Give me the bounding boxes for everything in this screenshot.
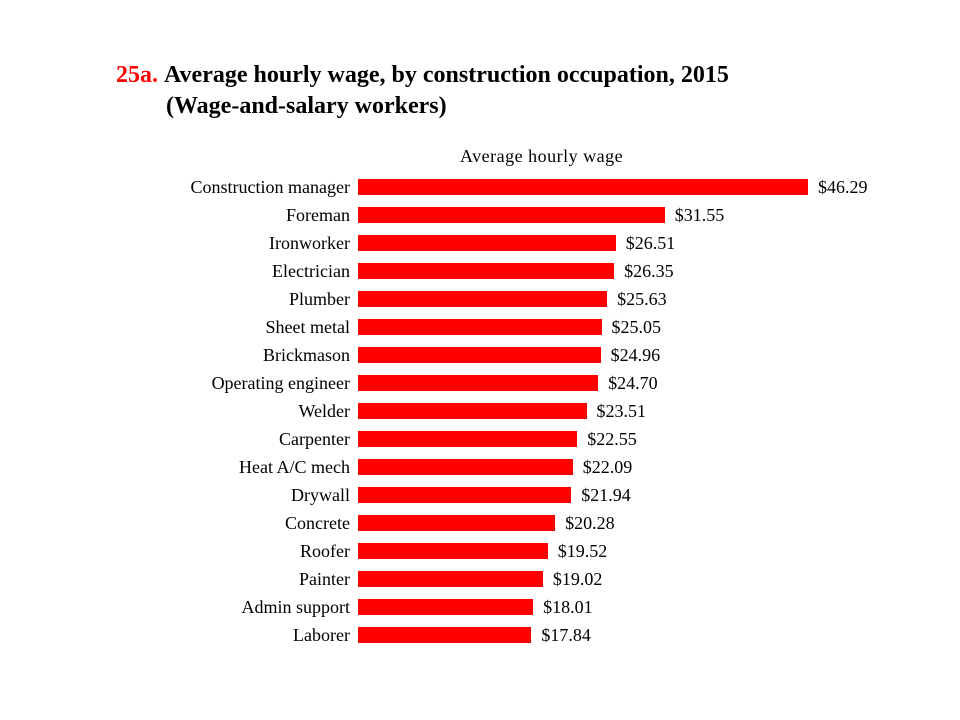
category-label: Welder (60, 401, 358, 422)
category-label: Construction manager (60, 177, 358, 198)
bar-wrap: $24.70 (358, 369, 838, 397)
bar (358, 487, 571, 503)
value-label: $26.35 (624, 261, 674, 282)
bar-row: Construction manager $46.29 (60, 173, 900, 201)
bar-wrap: $19.02 (358, 565, 838, 593)
bar-wrap: $17.84 (358, 621, 838, 649)
bar (358, 347, 601, 363)
bar-row: Heat A/C mech $22.09 (60, 453, 900, 481)
bar-row: Laborer $17.84 (60, 621, 900, 649)
value-label: $25.05 (612, 317, 662, 338)
bar (358, 319, 602, 335)
value-label: $17.84 (541, 625, 591, 646)
bar-row: Brickmason $24.96 (60, 341, 900, 369)
value-label: $25.63 (617, 289, 667, 310)
bar (358, 571, 543, 587)
bar-row: Drywall $21.94 (60, 481, 900, 509)
bar-wrap: $19.52 (358, 537, 838, 565)
bar-row: Roofer $19.52 (60, 537, 900, 565)
bar (358, 431, 577, 447)
category-label: Carpenter (60, 429, 358, 450)
bar-wrap: $22.09 (358, 453, 838, 481)
legend-label: Average hourly wage (460, 146, 900, 167)
bar (358, 263, 614, 279)
bar (358, 627, 531, 643)
bar-row: Concrete $20.28 (60, 509, 900, 537)
category-label: Plumber (60, 289, 358, 310)
value-label: $22.09 (583, 457, 633, 478)
value-label: $26.51 (626, 233, 676, 254)
value-label: $46.29 (818, 177, 868, 198)
title-line-2: (Wage-and-salary workers) (166, 93, 447, 119)
bar-row: Admin support $18.01 (60, 593, 900, 621)
bar-row: Ironworker $26.51 (60, 229, 900, 257)
value-label: $24.96 (611, 345, 661, 366)
bar-wrap: $25.05 (358, 313, 838, 341)
category-label: Laborer (60, 625, 358, 646)
page: 25a.Average hourly wage, by construction… (0, 0, 960, 720)
category-label: Electrician (60, 261, 358, 282)
bar-wrap: $21.94 (358, 481, 838, 509)
category-label: Ironworker (60, 233, 358, 254)
bar-row: Welder $23.51 (60, 397, 900, 425)
bar (358, 543, 548, 559)
title-line-1: Average hourly wage, by construction occ… (164, 62, 729, 88)
bar-wrap: $24.96 (358, 341, 838, 369)
bar-row: Electrician $26.35 (60, 257, 900, 285)
bar-row: Painter $19.02 (60, 565, 900, 593)
bar-wrap: $22.55 (358, 425, 838, 453)
bar (358, 403, 587, 419)
bar (358, 459, 573, 475)
category-label: Admin support (60, 597, 358, 618)
bar-chart: Average hourly wage Construction manager… (60, 146, 900, 649)
value-label: $21.94 (581, 485, 631, 506)
value-label: $24.70 (608, 373, 658, 394)
category-label: Drywall (60, 485, 358, 506)
value-label: $19.02 (553, 569, 603, 590)
category-label: Roofer (60, 541, 358, 562)
category-label: Heat A/C mech (60, 457, 358, 478)
category-label: Foreman (60, 205, 358, 226)
title-number: 25a. (116, 62, 158, 88)
bar-row: Foreman $31.55 (60, 201, 900, 229)
bar-wrap: $23.51 (358, 397, 838, 425)
bar-wrap: $46.29 (358, 173, 868, 201)
bar-row: Sheet metal $25.05 (60, 313, 900, 341)
bar (358, 375, 598, 391)
value-label: $22.55 (587, 429, 637, 450)
bar-wrap: $31.55 (358, 201, 838, 229)
bar (358, 207, 665, 223)
chart-title: 25a.Average hourly wage, by construction… (116, 60, 900, 122)
bar-row: Operating engineer $24.70 (60, 369, 900, 397)
bar-wrap: $25.63 (358, 285, 838, 313)
category-label: Brickmason (60, 345, 358, 366)
bar-wrap: $20.28 (358, 509, 838, 537)
value-label: $20.28 (565, 513, 615, 534)
bar-row: Carpenter $22.55 (60, 425, 900, 453)
category-label: Concrete (60, 513, 358, 534)
bar-wrap: $18.01 (358, 593, 838, 621)
value-label: $18.01 (543, 597, 593, 618)
category-label: Operating engineer (60, 373, 358, 394)
bar (358, 235, 616, 251)
value-label: $19.52 (558, 541, 608, 562)
value-label: $31.55 (675, 205, 725, 226)
bar (358, 179, 808, 195)
category-label: Painter (60, 569, 358, 590)
category-label: Sheet metal (60, 317, 358, 338)
bar-rows-container: Construction manager $46.29 Foreman $31.55 I… (60, 173, 900, 649)
bar (358, 599, 533, 615)
bar (358, 291, 607, 307)
bar-wrap: $26.51 (358, 229, 838, 257)
value-label: $23.51 (597, 401, 647, 422)
bar (358, 515, 555, 531)
bar-wrap: $26.35 (358, 257, 838, 285)
bar-row: Plumber $25.63 (60, 285, 900, 313)
